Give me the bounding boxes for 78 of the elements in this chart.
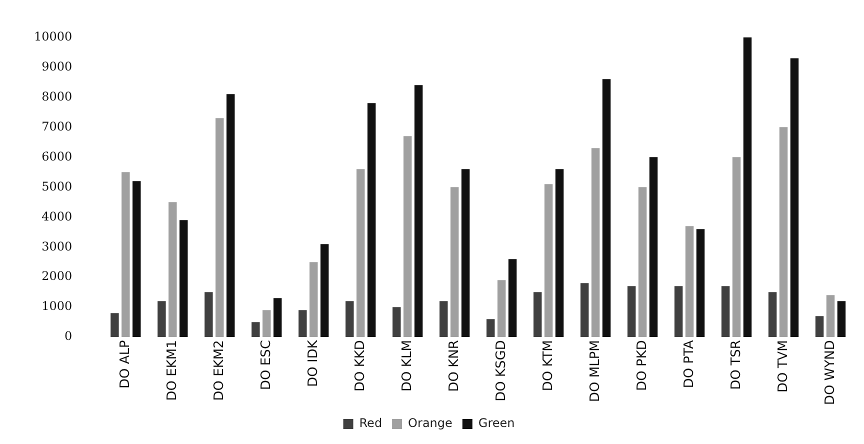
bar: [768, 292, 777, 338]
x-tick-label: DO PKD: [634, 340, 650, 391]
y-tick-label: 9000: [42, 59, 72, 74]
bar: [414, 85, 423, 338]
bar: [732, 157, 741, 338]
bar: [356, 169, 365, 338]
bar: [826, 295, 835, 338]
bar: [721, 286, 730, 338]
x-tick-label: DO TVM: [776, 340, 791, 393]
bar: [110, 313, 119, 338]
x-tick-label: DO KSGD: [494, 340, 509, 402]
bar: [346, 301, 354, 338]
bar: [310, 262, 318, 338]
y-tick-label: 3000: [42, 239, 72, 254]
bar: [226, 94, 235, 338]
bar: [685, 226, 694, 338]
bar: [627, 286, 636, 338]
bar: [591, 148, 600, 338]
bar: [132, 181, 141, 338]
x-tick-label: DO KTM: [540, 340, 556, 392]
bar: [320, 244, 329, 338]
bar: [461, 169, 470, 338]
legend-label: Red: [359, 416, 382, 430]
bar: [837, 301, 846, 338]
x-tick-label: DO ESC: [259, 340, 274, 390]
x-tick-label: DO EKM2: [212, 340, 228, 401]
bar: [580, 283, 589, 338]
bar: [440, 301, 448, 338]
bar: [790, 58, 799, 338]
legend-label: Green: [478, 416, 515, 430]
x-tick-label: DO PTA: [682, 340, 697, 388]
bar: [779, 127, 788, 338]
bar: [674, 286, 683, 338]
y-tick-label: 5000: [42, 179, 72, 194]
bar: [168, 202, 177, 338]
bar: [262, 310, 271, 338]
bar: [204, 292, 213, 338]
x-tick-label: DO MLPM: [588, 340, 603, 402]
x-tick-label: DO ALP: [118, 340, 134, 388]
x-tick-label: DO KLM: [400, 340, 415, 392]
bar: [696, 229, 705, 338]
bar: [743, 37, 752, 338]
bar: [602, 79, 611, 338]
bar: [403, 136, 412, 338]
y-tick-label: 2000: [42, 269, 72, 284]
x-tick-label: DO EKM1: [165, 340, 180, 401]
bar: [367, 103, 376, 338]
x-tick-label: DO IDK: [306, 340, 321, 387]
bar: [555, 169, 564, 338]
y-tick-label: 0: [64, 329, 72, 344]
bar: [158, 301, 166, 338]
legend-label: Orange: [408, 416, 452, 430]
y-tick-label: 7000: [42, 119, 72, 134]
y-tick-label: 4000: [42, 209, 72, 224]
x-tick-label: DO WYND: [822, 340, 838, 405]
bar: [392, 307, 401, 338]
bar: [544, 184, 553, 338]
y-tick-label: 10000: [34, 29, 72, 44]
bar: [486, 319, 495, 338]
bar: [298, 310, 307, 338]
y-tick-label: 6000: [42, 149, 72, 164]
bar: [497, 280, 506, 338]
bar: [450, 187, 459, 338]
y-tick-label: 8000: [42, 89, 72, 104]
bar: [649, 157, 658, 338]
bar: [508, 259, 517, 338]
bar: [252, 322, 260, 338]
bar: [815, 316, 824, 338]
bar: [533, 292, 542, 338]
x-tick-label: DO KNR: [446, 340, 462, 392]
bar: [216, 118, 224, 338]
bar: [638, 187, 647, 338]
bar: [180, 220, 188, 338]
bar: [122, 172, 130, 338]
y-tick-label: 1000: [42, 299, 72, 314]
bar: [273, 298, 282, 338]
x-tick-label: DO TSR: [728, 340, 744, 390]
x-tick-label: DO KKD: [352, 340, 368, 392]
